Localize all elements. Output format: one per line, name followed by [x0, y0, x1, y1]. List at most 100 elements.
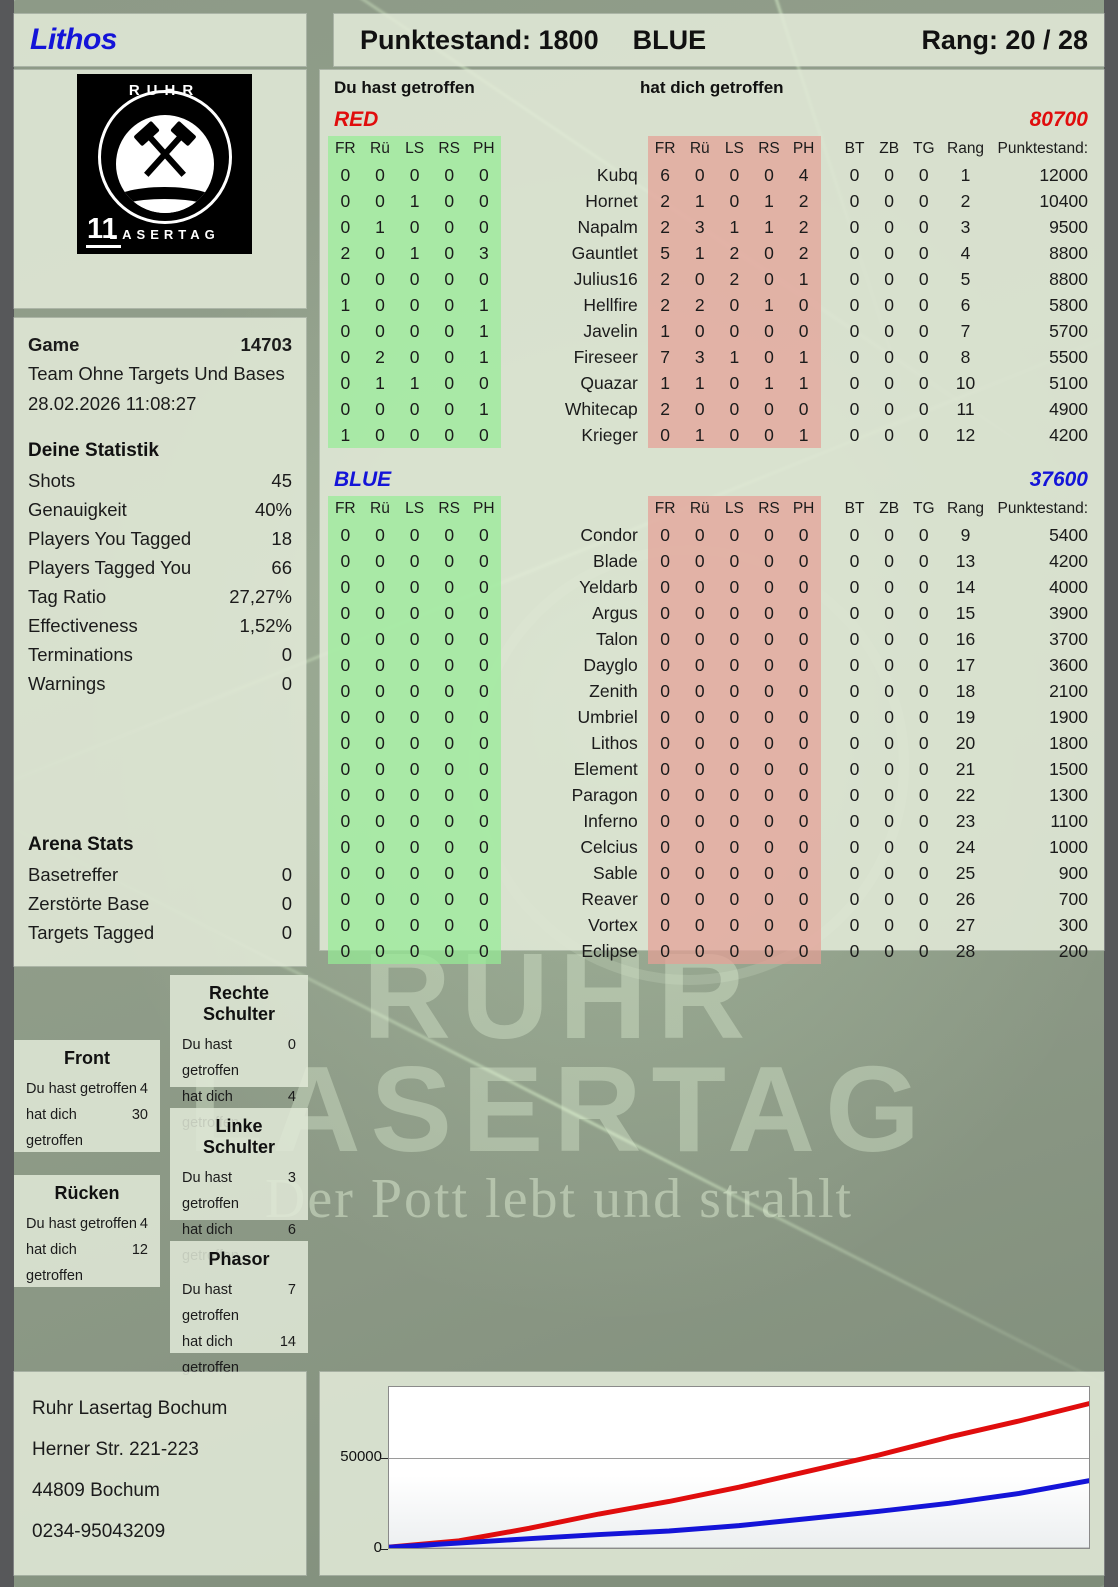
cell-them-hit: 0	[786, 678, 821, 704]
table-row[interactable]: 0 0 0 0 0 Paragon 0 0 0 0 0 0 0 0 22 1300	[328, 782, 1094, 808]
table-row[interactable]: 0 0 0 0 0 Dayglo 0 0 0 0 0 0 0 0 17 3600	[328, 652, 1094, 678]
table-row[interactable]: 0 0 0 0 0 Inferno 0 0 0 0 0 0 0 0 23 1100	[328, 808, 1094, 834]
cell-spacer	[821, 522, 837, 548]
cell-general: 0	[884, 190, 895, 211]
cell-spacer	[821, 240, 837, 266]
cell-them-hit: 0	[786, 652, 821, 678]
cell-points: 700	[1058, 888, 1088, 909]
cell-them-hit: 0	[682, 704, 718, 730]
cell-them-hit: 0	[751, 782, 787, 808]
col-header-them-PH: PH	[786, 136, 821, 162]
logo-bottom-text: LASERTAG	[109, 227, 220, 242]
table-row[interactable]: 0 0 0 0 0 Argus 0 0 0 0 0 0 0 0 15 3900	[328, 600, 1094, 626]
stat-label: Terminations	[28, 644, 133, 665]
table-row[interactable]: 0 0 0 0 0 Reaver 0 0 0 0 0 0 0 0 26 700	[328, 886, 1094, 912]
cell-player-name: Kubq	[596, 164, 638, 185]
cell-you-hit: 0	[362, 886, 398, 912]
table-row[interactable]: 0 0 0 0 0 Sable 0 0 0 0 0 0 0 0 25 900	[328, 860, 1094, 886]
table-row[interactable]: 0 0 0 0 0 Blade 0 0 0 0 0 0 0 0 13 4200	[328, 548, 1094, 574]
cell-you-hit: 0	[328, 860, 363, 886]
cell-them-hit: 0	[751, 834, 787, 860]
table-row[interactable]: 0 0 0 0 0 Lithos 0 0 0 0 0 0 0 0 20 1800	[328, 730, 1094, 756]
cell-them-hit: 0	[717, 522, 752, 548]
game-datetime: 28.02.2026 11:08:27	[28, 393, 197, 414]
cell-you-hit: 0	[431, 938, 467, 964]
stat-label: Players You Tagged	[28, 528, 192, 549]
table-row[interactable]: 0 0 1 0 0 Hornet 2 1 0 1 2 0 0 0 2 10400	[328, 188, 1094, 214]
cell-them-hit: 0	[682, 574, 718, 600]
stat-label: Genauigkeit	[28, 499, 127, 520]
table-row[interactable]: 0 0 0 0 0 Celcius 0 0 0 0 0 0 0 0 24 1000	[328, 834, 1094, 860]
col-header-them-LS: LS	[717, 136, 752, 162]
table-row[interactable]: 1 0 0 0 1 Hellfire 2 2 0 1 0 0 0 0 6 5800	[328, 292, 1094, 318]
cell-them-hit: 0	[647, 422, 683, 448]
cell-points: 5500	[1049, 346, 1088, 367]
cell-general: 0	[849, 372, 860, 393]
table-row[interactable]: 0 0 0 0 0 Talon 0 0 0 0 0 0 0 0 16 3700	[328, 626, 1094, 652]
table-row[interactable]: 0 1 1 0 0 Quazar 1 1 0 1 1 0 0 0 10 5100	[328, 370, 1094, 396]
cell-general: 0	[918, 680, 929, 701]
hitbox-you-value: 4	[139, 1216, 148, 1232]
cell-spacer	[821, 292, 837, 318]
table-row[interactable]: 0 0 0 0 0 Vortex 0 0 0 0 0 0 0 0 27 300	[328, 912, 1094, 938]
cell-you-hit: 0	[397, 652, 432, 678]
col-header-them-LS: LS	[717, 496, 752, 522]
game-id: 14703	[240, 334, 292, 355]
table-row[interactable]: 0 0 0 0 0 Julius16 2 0 2 0 1 0 0 0 5 8800	[328, 266, 1094, 292]
cell-them-hit: 0	[751, 626, 787, 652]
address-line: 44809 Bochum	[32, 1480, 160, 1501]
game-row: Game 14703	[28, 330, 292, 359]
cell-them-hit: 2	[682, 292, 718, 318]
cell-you-hit: 1	[328, 422, 363, 448]
player-name: Lithos	[30, 23, 118, 56]
table-row[interactable]: 0 0 0 0 0 Eclipse 0 0 0 0 0 0 0 0 28 200	[328, 938, 1094, 964]
cell-you-hit: 1	[397, 188, 432, 214]
cell-points: 1100	[1050, 810, 1088, 831]
cell-player-name: Celcius	[580, 836, 638, 857]
cell-you-hit: 0	[328, 188, 363, 214]
table-row[interactable]: 0 0 0 0 0 Kubq 6 0 0 0 4 0 0 0 1 12000	[328, 162, 1094, 188]
cell-them-hit: 0	[786, 782, 821, 808]
cell-them-hit: 0	[751, 162, 787, 188]
hitbox-title: Phasor	[208, 1249, 270, 1269]
cell-you-hit: 0	[431, 188, 467, 214]
table-row[interactable]: 0 0 0 0 0 Yeldarb 0 0 0 0 0 0 0 0 14 4000	[328, 574, 1094, 600]
cell-you-hit: 0	[466, 422, 502, 448]
table-row[interactable]: 0 0 0 0 0 Condor 0 0 0 0 0 0 0 0 9 5400	[328, 522, 1094, 548]
cell-rank: 15	[955, 602, 976, 623]
table-row[interactable]: 1 0 0 0 0 Krieger 0 1 0 0 1 0 0 0 12 4200	[328, 422, 1094, 448]
table-row[interactable]: 0 0 0 0 0 Zenith 0 0 0 0 0 0 0 0 18 2100	[328, 678, 1094, 704]
table-row[interactable]: 0 1 0 0 0 Napalm 2 3 1 1 2 0 0 0 3 9500	[328, 214, 1094, 240]
table-row[interactable]: 0 0 0 0 0 Umbriel 0 0 0 0 0 0 0 0 19 1900	[328, 704, 1094, 730]
cell-you-hit: 0	[397, 214, 432, 240]
cell-general: 0	[849, 190, 860, 211]
cell-you-hit: 0	[431, 422, 467, 448]
logo-top-text: RUHR	[128, 82, 201, 99]
cell-them-hit: 0	[682, 600, 718, 626]
cell-you-hit: 0	[397, 704, 432, 730]
cell-general: 0	[849, 836, 860, 857]
hitbox-them-value: 14	[279, 1334, 296, 1350]
cell-them-hit: 0	[786, 938, 821, 964]
cell-you-hit: 0	[328, 266, 363, 292]
cell-them-hit: 0	[751, 652, 787, 678]
table-row[interactable]: 0 2 0 0 1 Fireseer 7 3 1 0 1 0 0 0 8 5500	[328, 344, 1094, 370]
cell-them-hit: 1	[682, 422, 718, 448]
cell-you-hit: 0	[362, 548, 398, 574]
hitbox-them-value: 4	[287, 1089, 296, 1105]
cell-them-hit: 0	[682, 886, 718, 912]
cell-you-hit: 2	[362, 344, 398, 370]
cell-you-hit: 0	[328, 600, 363, 626]
table-row[interactable]: 0 0 0 0 1 Whitecap 2 0 0 0 0 0 0 0 11 4900	[328, 396, 1094, 422]
cell-rank: 24	[955, 836, 976, 857]
cell-them-hit: 0	[786, 756, 821, 782]
table-row[interactable]: 0 0 0 0 0 Element 0 0 0 0 0 0 0 0 21 1500	[328, 756, 1094, 782]
cell-them-hit: 0	[717, 626, 752, 652]
cell-player-name: Talon	[595, 628, 638, 649]
cell-you-hit: 0	[466, 600, 502, 626]
cell-them-hit: 0	[717, 860, 752, 886]
table-row[interactable]: 0 0 0 0 1 Javelin 1 0 0 0 0 0 0 0 7 5700	[328, 318, 1094, 344]
cell-rank: 28	[955, 940, 976, 961]
table-row[interactable]: 2 0 1 0 3 Gauntlet 5 1 2 0 2 0 0 0 4 8800	[328, 240, 1094, 266]
col-header-name	[501, 496, 648, 522]
